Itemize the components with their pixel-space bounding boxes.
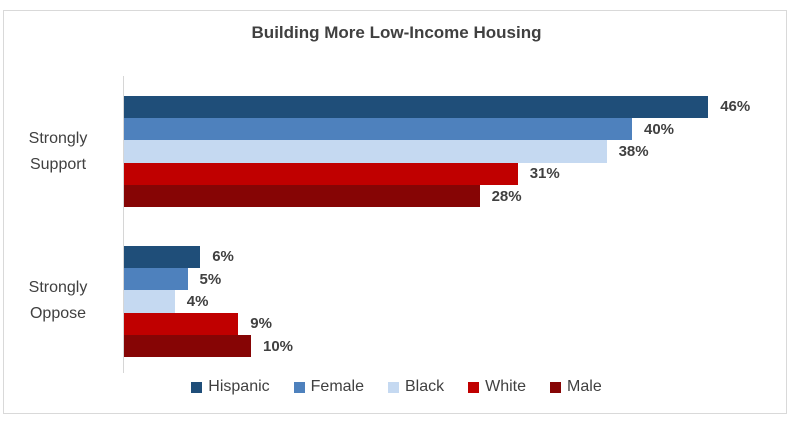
- bar-value-label: 6%: [212, 248, 234, 266]
- legend-label: Male: [567, 378, 602, 395]
- bar-value-label: 5%: [199, 270, 222, 288]
- category-axis-line: [123, 76, 124, 373]
- bar-value-label: 31%: [529, 165, 560, 183]
- legend-item-male: Male: [550, 378, 602, 396]
- category-label-strongly-support: Strongly Support: [28, 129, 88, 173]
- bar-female-strongly-support: [124, 118, 632, 141]
- legend-item-black: Black: [388, 378, 444, 396]
- bar-white-strongly-support: [124, 162, 518, 185]
- bar-value-label: 46%: [720, 98, 751, 116]
- chart-title: Building More Low-Income Housing: [251, 23, 542, 42]
- legend-marker-icon: [468, 381, 480, 393]
- legend-marker-icon: [293, 381, 305, 393]
- bar-value-label: 28%: [491, 187, 522, 205]
- chart-frame: [3, 10, 787, 414]
- legend: Hispanic Female Black White Male: [0, 378, 793, 396]
- legend-marker-icon: [191, 381, 203, 393]
- bar-male-strongly-oppose: [124, 334, 251, 358]
- bar-value-label: 40%: [644, 120, 675, 138]
- category-label-strongly-oppose: Strongly Oppose: [28, 279, 88, 323]
- bar-value-label: 9%: [250, 315, 272, 333]
- bar-black-strongly-support: [124, 140, 607, 163]
- legend-marker-icon: [388, 381, 399, 393]
- bar-female-strongly-oppose: [124, 268, 188, 291]
- legend-marker-icon: [550, 381, 562, 393]
- legend-item-white: White: [468, 378, 526, 396]
- legend-item-hispanic: Hispanic: [191, 378, 270, 396]
- bar-male-strongly-support: [124, 185, 480, 208]
- legend-label: Hispanic: [208, 378, 270, 395]
- bar-hispanic-strongly-oppose: [124, 245, 201, 268]
- bar-white-strongly-oppose: [124, 312, 239, 335]
- legend-label: Female: [310, 378, 364, 395]
- legend-label: White: [485, 378, 527, 395]
- legend-item-female: Female: [293, 378, 364, 396]
- bar-black-strongly-oppose: [124, 290, 175, 313]
- bar-value-label: 4%: [186, 292, 209, 310]
- bar-hispanic-strongly-support: [124, 95, 709, 119]
- legend-label: Black: [405, 378, 445, 395]
- bar-value-label: 10%: [263, 337, 294, 355]
- bar-value-label: 38%: [618, 143, 649, 161]
